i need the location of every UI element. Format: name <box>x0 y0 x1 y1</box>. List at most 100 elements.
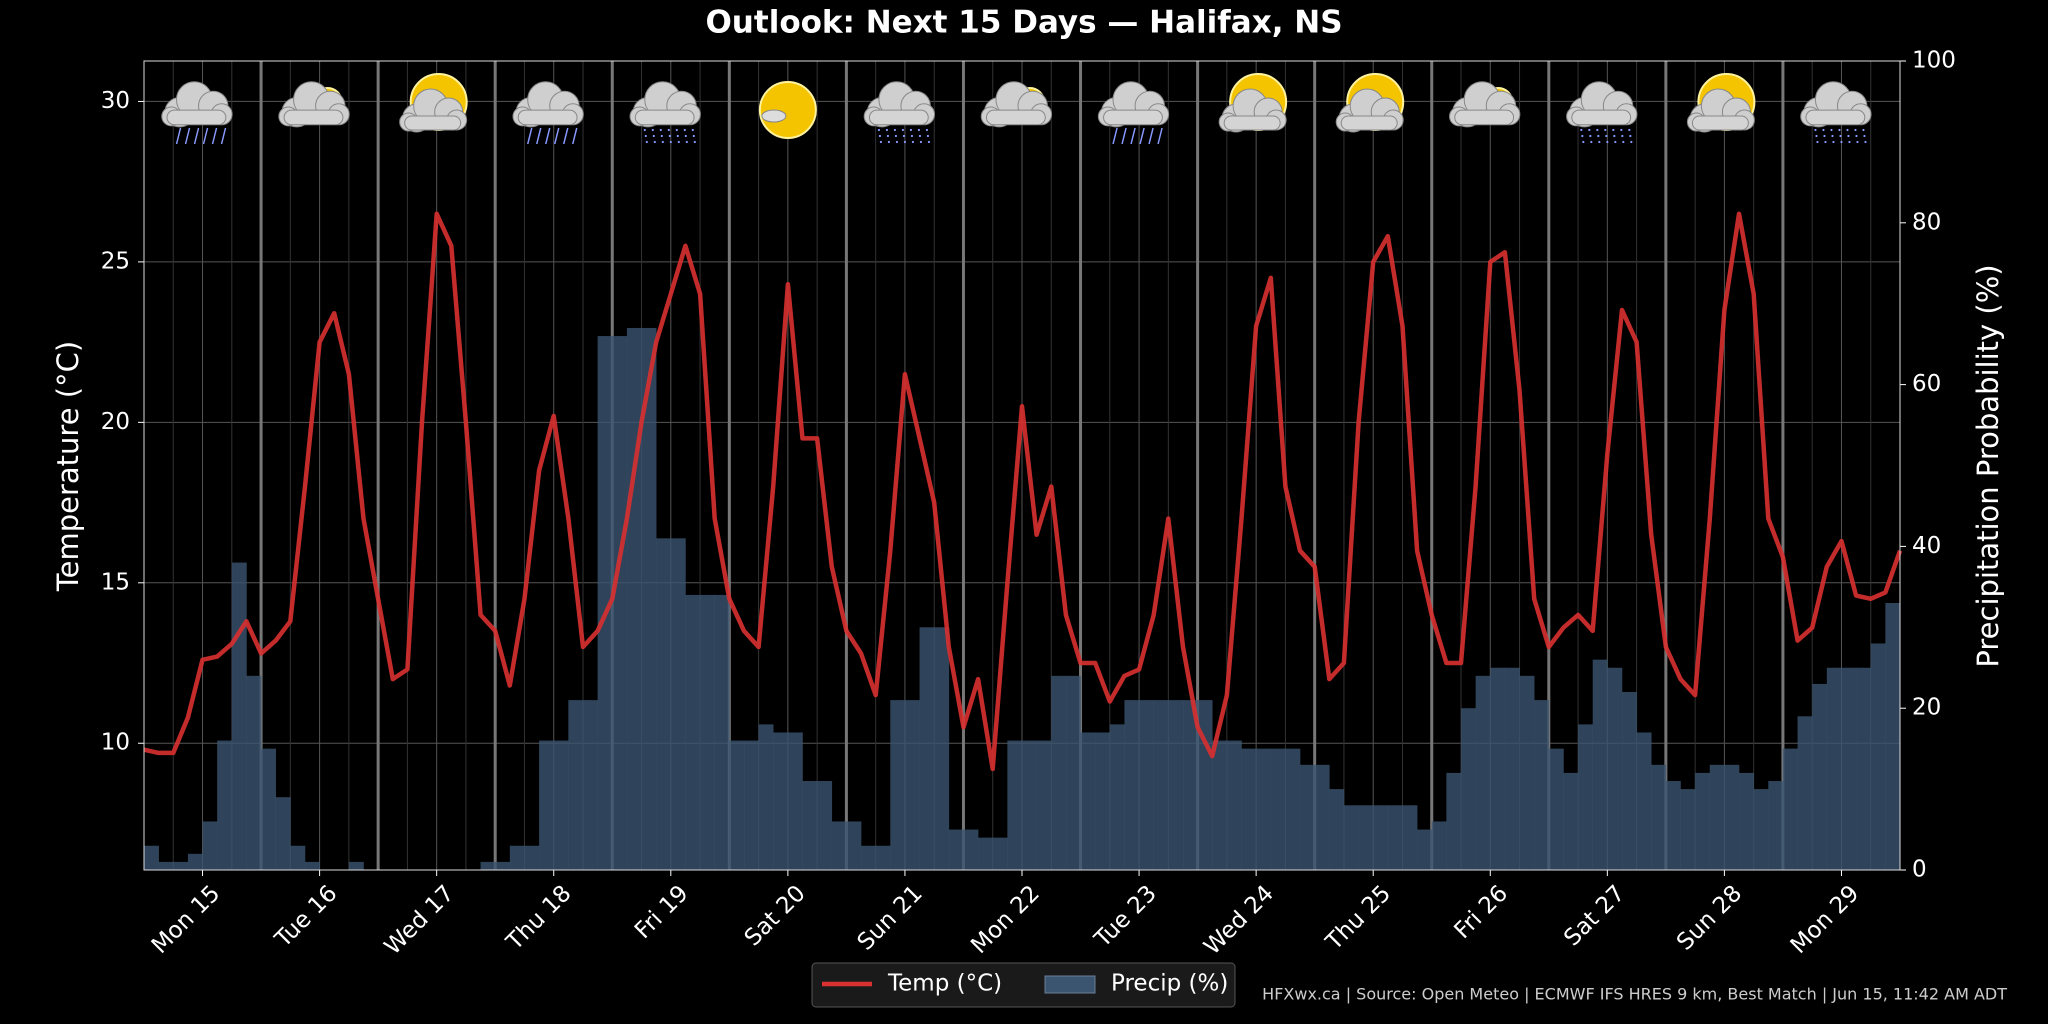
drizzle-dot <box>1832 140 1835 144</box>
precip-bar <box>1168 700 1184 870</box>
drizzle-dot <box>918 134 922 138</box>
y-tick-label: 25 <box>101 248 130 274</box>
drizzle-dot <box>887 140 891 144</box>
drizzle-dot <box>693 140 696 144</box>
cloud-base <box>1571 109 1632 126</box>
precip-bar <box>1007 740 1023 870</box>
rain-streak <box>1139 127 1145 145</box>
precip-bar <box>1739 772 1754 870</box>
temp-line <box>143 211 1903 772</box>
drizzle-dot <box>1630 140 1633 144</box>
precip-bar <box>1314 764 1330 870</box>
precip-bar <box>1300 764 1315 870</box>
precip-bar <box>1461 708 1476 870</box>
drizzle-dot <box>1822 128 1825 132</box>
precip-bar <box>1109 724 1125 870</box>
drizzle-dot <box>1816 140 1819 144</box>
precip-bar <box>831 821 847 870</box>
cloud <box>278 81 350 128</box>
footer: HFXwx.ca | Source: Open Meteo | ECMWF IF… <box>1262 985 2007 1004</box>
drizzle-dot <box>643 128 646 132</box>
cloud <box>161 81 233 128</box>
precip-bar <box>1709 764 1725 870</box>
drizzle-dot <box>878 134 882 138</box>
drizzle-dot <box>1838 128 1841 132</box>
drizzle-dot <box>1863 134 1866 138</box>
rain-streak <box>1157 127 1163 145</box>
precip-bar <box>539 740 555 870</box>
drizzle-dot <box>659 128 662 132</box>
precip-bar <box>875 845 891 870</box>
rain-streak <box>220 127 227 145</box>
precip-bar <box>348 861 364 870</box>
precip-bar <box>670 538 686 870</box>
precip-bar <box>1797 716 1813 870</box>
precip-bar <box>583 700 598 870</box>
precip-bar <box>261 748 276 870</box>
precip-bar <box>978 837 994 870</box>
cloud-base <box>986 109 1046 126</box>
drizzle-dot <box>692 134 695 138</box>
precip-bar <box>934 627 950 870</box>
cloud-base <box>868 109 929 126</box>
precip-bar <box>1841 667 1857 870</box>
drizzle-dot <box>669 140 672 144</box>
cloud <box>399 88 468 133</box>
precip-bar <box>1724 764 1740 870</box>
drizzle-dot <box>676 134 679 138</box>
precip-bar <box>948 829 964 870</box>
precip-bar <box>1651 764 1667 870</box>
cloud <box>1566 81 1638 128</box>
drizzle-dot <box>1628 128 1631 132</box>
cloud <box>1686 88 1755 133</box>
precip-bar <box>1768 781 1784 870</box>
precip-bar <box>187 853 203 870</box>
legend-box <box>811 962 1236 1008</box>
precip-bar <box>1431 821 1447 870</box>
cloud-base <box>634 109 695 126</box>
precip-bar <box>1124 700 1140 870</box>
y-axis-label: Temperature (°C) <box>51 341 85 592</box>
drizzle-dot <box>927 140 931 144</box>
precip-bar <box>1885 603 1901 870</box>
precip-bar <box>919 627 935 870</box>
drizzle-dot <box>1847 134 1850 138</box>
drizzle-dot <box>1854 128 1857 132</box>
drizzle-dot <box>1613 134 1616 138</box>
drizzle-dot <box>660 134 663 138</box>
precip-bar <box>231 562 247 870</box>
drizzle-dot <box>1590 140 1593 144</box>
y2-tick-label: 40 <box>1912 533 1941 559</box>
legend-swatch <box>1044 975 1096 994</box>
precip-bar <box>1504 667 1520 870</box>
precip-bar <box>275 797 291 870</box>
temp-line-group <box>143 211 1903 772</box>
rain-streak <box>1148 127 1154 145</box>
rain-streak <box>536 127 542 145</box>
precip-bar <box>144 845 159 870</box>
chart-title: Outlook: Next 15 Days — Halifax, NS <box>705 5 1342 41</box>
precip-bar <box>1695 772 1711 870</box>
precip-bar <box>1812 683 1828 870</box>
drizzle-dot <box>1605 134 1608 138</box>
drizzle-dot <box>677 140 680 144</box>
precip-bar <box>758 724 774 870</box>
precip-bar <box>1139 700 1154 870</box>
cloud-base <box>404 115 462 131</box>
precip-bar <box>1095 732 1111 870</box>
drizzle-dot <box>885 128 889 132</box>
precip-bar <box>656 538 672 870</box>
precip-bar <box>714 594 730 870</box>
rain-streak <box>1130 127 1136 145</box>
precip-bar <box>1519 675 1535 870</box>
rain-streak <box>211 127 218 145</box>
drizzle-dot <box>925 128 929 132</box>
drizzle-dot <box>668 134 671 138</box>
drizzle-dot <box>1598 140 1601 144</box>
precip-bar <box>495 861 511 870</box>
drizzle-dot <box>894 134 898 138</box>
cloud-base <box>1691 115 1749 131</box>
plot-frame <box>143 60 1901 871</box>
precip-bar <box>1680 789 1696 870</box>
drizzle-dot <box>1582 140 1585 144</box>
